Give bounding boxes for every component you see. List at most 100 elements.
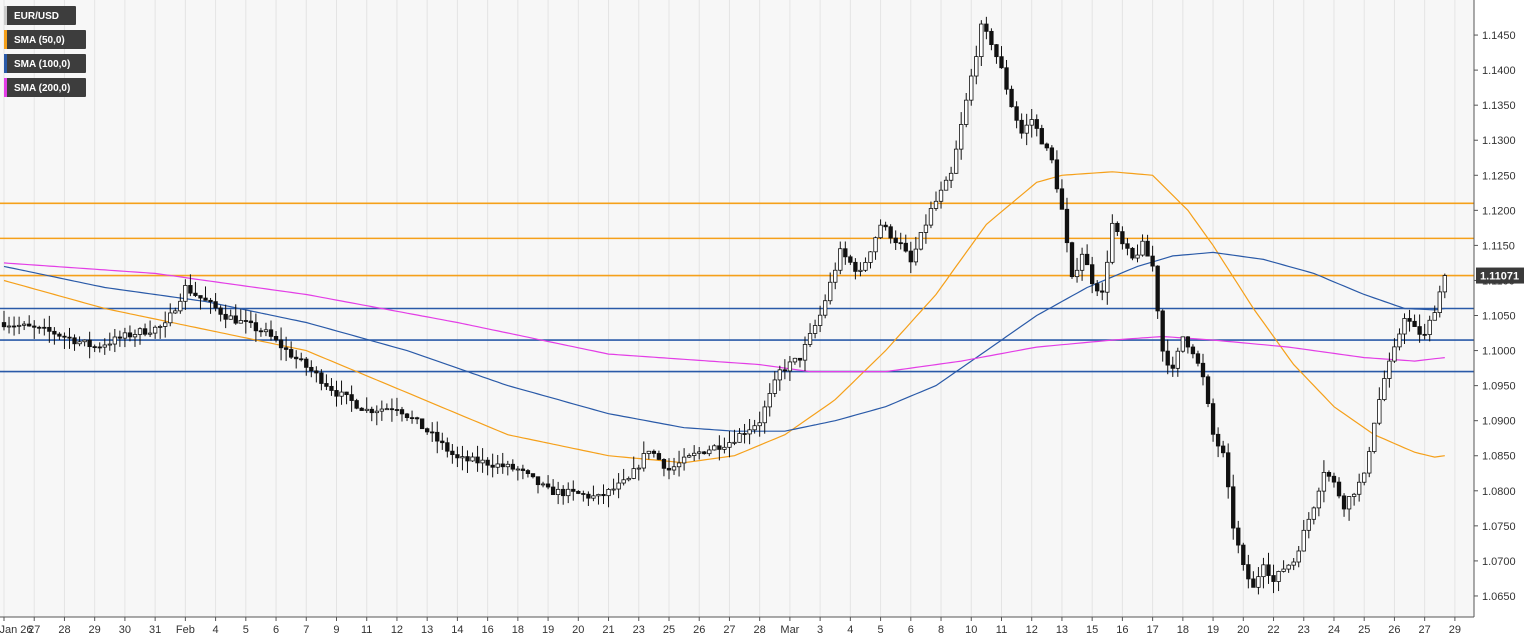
candle: [1, 310, 7, 331]
legend-item[interactable]: SMA (50,0): [4, 30, 86, 49]
candle: [1210, 398, 1216, 442]
candle: [989, 28, 994, 51]
candle: [732, 429, 737, 446]
last-price-label: 1.11071: [1480, 271, 1519, 283]
x-tick-label: 16: [482, 624, 494, 636]
candle: [1074, 257, 1080, 283]
x-tick-label: Feb: [176, 624, 195, 636]
x-tick-label: 6: [273, 624, 279, 636]
candle: [334, 380, 339, 407]
candle: [913, 236, 919, 266]
legend-item[interactable]: SMA (100,0): [4, 54, 86, 73]
candle: [681, 448, 687, 471]
candle: [127, 325, 133, 342]
last-price-tag: 1.11071: [1476, 267, 1524, 284]
candle: [500, 452, 505, 474]
candle: [999, 46, 1004, 69]
y-tick-label: 1.1300: [1482, 135, 1516, 147]
candle: [631, 456, 636, 480]
candle: [228, 309, 233, 320]
candle: [268, 320, 274, 341]
candle: [309, 360, 314, 378]
candle: [928, 201, 934, 229]
candle: [1195, 350, 1201, 367]
candle: [37, 325, 42, 334]
legend-label: SMA (100,0): [14, 59, 70, 70]
x-tick-label: 5: [878, 624, 884, 636]
candle: [520, 464, 526, 480]
candle: [1367, 446, 1372, 478]
x-tick-label: 27: [723, 624, 735, 636]
legend-item[interactable]: EUR/USD: [4, 6, 76, 25]
candle: [364, 397, 369, 413]
y-tick-label: 1.0650: [1482, 591, 1516, 603]
candle: [807, 323, 813, 348]
y-tick-label: 1.0950: [1482, 381, 1516, 393]
candle: [571, 480, 576, 501]
candle: [460, 445, 465, 471]
candle: [1226, 443, 1231, 499]
candle: [208, 297, 213, 314]
candle: [1261, 557, 1266, 589]
candle: [938, 181, 944, 209]
candle: [57, 332, 62, 340]
candle: [868, 251, 873, 269]
x-tick-label: 18: [512, 624, 524, 636]
y-tick-label: 1.0900: [1482, 416, 1516, 428]
y-tick-label: 1.1400: [1482, 65, 1516, 77]
candle: [1054, 150, 1060, 193]
candle: [1311, 506, 1316, 525]
candle: [425, 427, 430, 435]
candle: [152, 325, 158, 339]
candle: [283, 336, 289, 362]
candle: [1205, 374, 1211, 408]
candle: [561, 485, 566, 505]
candle: [1437, 285, 1442, 318]
x-tick-label: Jan 26: [0, 624, 33, 636]
candle: [1301, 519, 1306, 552]
candle: [319, 369, 324, 391]
y-tick-label: 1.1200: [1482, 205, 1516, 217]
candle: [984, 16, 989, 40]
y-tick-label: 1.1150: [1482, 240, 1515, 252]
candle: [1346, 496, 1352, 521]
candle: [142, 323, 148, 337]
x-tick-label: 24: [1328, 624, 1340, 636]
x-tick-label: 4: [213, 624, 219, 636]
candle: [933, 191, 939, 211]
candle: [1110, 214, 1115, 265]
candle: [943, 176, 949, 191]
candle: [1316, 487, 1322, 517]
candle: [1115, 221, 1120, 236]
candle: [641, 441, 646, 472]
candle: [717, 435, 722, 461]
candle: [490, 453, 495, 478]
candle: [178, 293, 183, 314]
candle: [384, 403, 390, 411]
candle: [430, 422, 435, 442]
x-tick-label: 29: [89, 624, 101, 636]
candle: [27, 315, 32, 327]
candle: [1276, 570, 1281, 592]
candle: [979, 20, 984, 66]
candle: [747, 418, 752, 445]
candle: [752, 419, 757, 434]
candle: [1306, 512, 1311, 539]
legend-item[interactable]: SMA (200,0): [4, 78, 86, 97]
candle: [445, 437, 450, 458]
x-tick-label: 6: [908, 624, 914, 636]
legend-swatch: [4, 30, 7, 49]
candle: [697, 446, 702, 460]
candle: [1251, 571, 1256, 588]
candle: [1120, 226, 1125, 250]
x-tick-label: 11: [361, 624, 372, 636]
candle: [510, 459, 515, 472]
legend-swatch: [4, 54, 7, 73]
x-tick-label: 16: [1116, 624, 1128, 636]
candle: [1331, 472, 1337, 488]
candle: [374, 405, 379, 426]
candle: [198, 295, 203, 310]
candle: [1286, 564, 1291, 573]
